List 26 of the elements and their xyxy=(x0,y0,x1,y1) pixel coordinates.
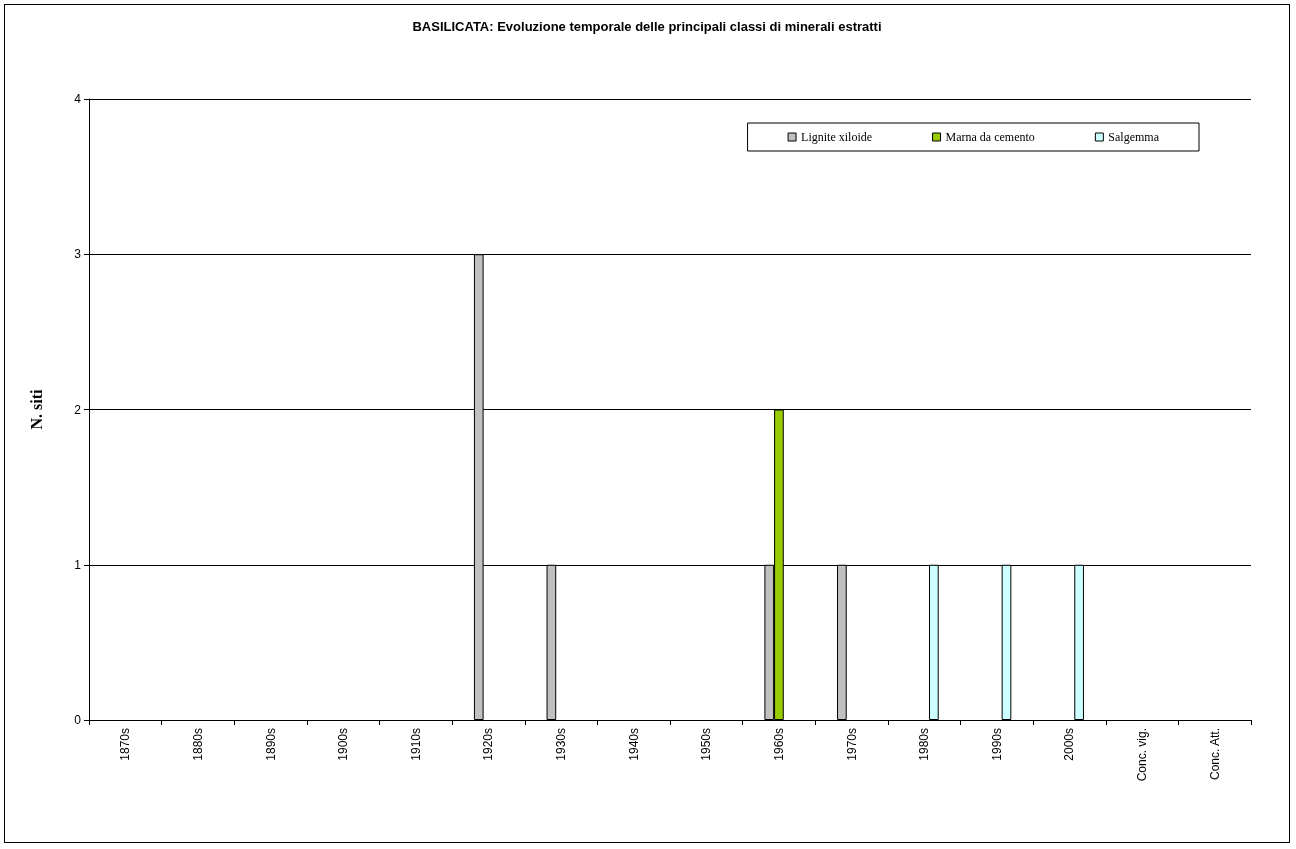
x-tick-label: 1960s xyxy=(771,728,786,761)
legend-label: Marna da cemento xyxy=(945,130,1035,144)
y-tick-label: 3 xyxy=(74,247,82,262)
x-tick-label: 1930s xyxy=(554,728,569,761)
x-tick-label: 1940s xyxy=(626,728,641,761)
x-tick-label: 1910s xyxy=(408,728,423,761)
legend-label: Lignite xiloide xyxy=(801,130,873,144)
x-tick-label: 1880s xyxy=(190,728,205,761)
chart-title: BASILICATA: Evoluzione temporale delle principali classi di minerali estratti xyxy=(412,19,882,34)
x-tick-label: 1890s xyxy=(263,728,278,761)
x-tick-label: 1990s xyxy=(989,728,1004,761)
x-tick-label: Conc. Att. xyxy=(1207,728,1222,781)
y-tick-label: 4 xyxy=(74,92,82,106)
y-axis-title: N. siti xyxy=(27,388,45,430)
x-tick-label: 2000s xyxy=(1062,728,1077,761)
x-tick-label: 1950s xyxy=(699,728,714,761)
x-tick-label: 1870s xyxy=(118,728,133,761)
x-tick-label: Conc. vig. xyxy=(1135,728,1150,782)
y-tick-label: 0 xyxy=(74,713,82,727)
legend-label: Salgemma xyxy=(1108,130,1160,144)
x-tick-label: 1900s xyxy=(336,728,351,761)
x-tick-label: 1970s xyxy=(844,728,859,761)
x-tick-label: 1980s xyxy=(917,728,932,761)
y-tick-label: 1 xyxy=(74,557,82,572)
y-tick-label: 2 xyxy=(74,402,82,417)
x-tick-label: 1920s xyxy=(481,728,496,761)
